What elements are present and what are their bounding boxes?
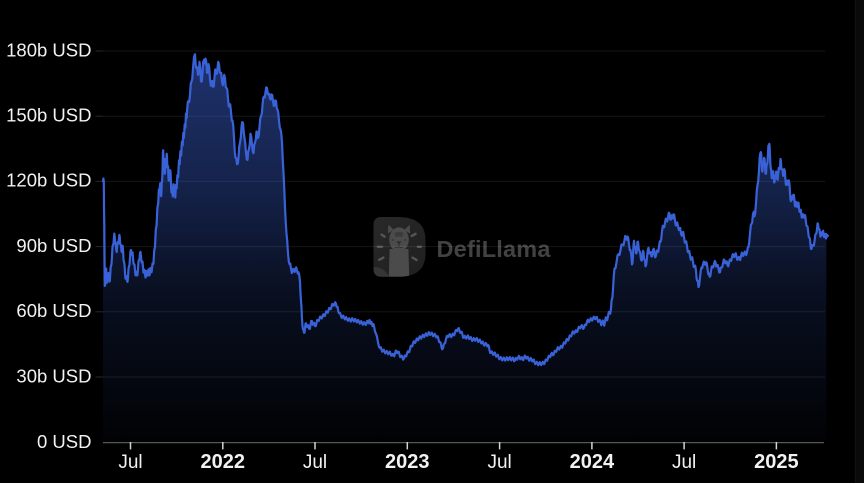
svg-text:Jul: Jul bbox=[672, 452, 696, 473]
svg-text:2023: 2023 bbox=[385, 451, 430, 473]
svg-text:0 USD: 0 USD bbox=[37, 431, 92, 452]
svg-text:120b USD: 120b USD bbox=[6, 170, 91, 191]
svg-text:150b USD: 150b USD bbox=[6, 105, 91, 126]
svg-text:2025: 2025 bbox=[754, 451, 799, 473]
svg-text:DefiLlama: DefiLlama bbox=[437, 236, 552, 262]
svg-text:Jul: Jul bbox=[118, 452, 142, 473]
svg-text:2024: 2024 bbox=[570, 451, 615, 473]
svg-text:30b USD: 30b USD bbox=[16, 365, 91, 386]
svg-text:2022: 2022 bbox=[201, 451, 246, 473]
svg-text:Jul: Jul bbox=[487, 452, 511, 473]
svg-text:60b USD: 60b USD bbox=[16, 300, 91, 321]
svg-text:180b USD: 180b USD bbox=[6, 39, 91, 60]
svg-text:90b USD: 90b USD bbox=[16, 235, 91, 256]
svg-text:Jul: Jul bbox=[303, 452, 327, 473]
